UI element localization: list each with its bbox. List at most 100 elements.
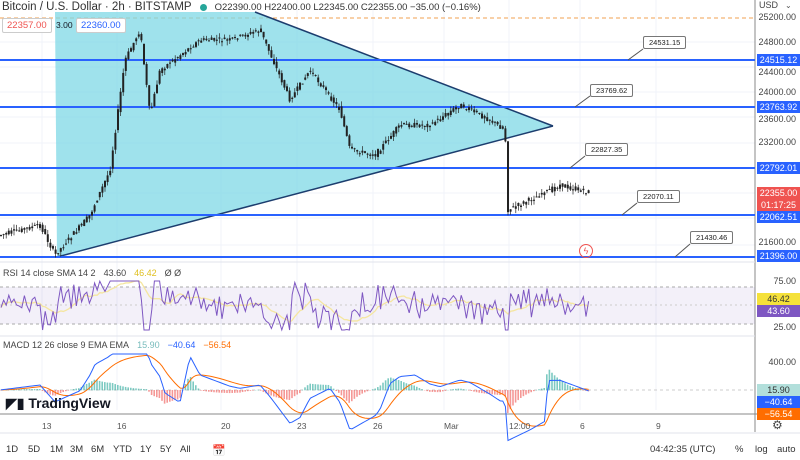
candle-body xyxy=(101,186,104,193)
candle-body xyxy=(104,180,106,188)
candle-body xyxy=(335,102,338,105)
macd-histogram-bar xyxy=(520,390,522,398)
rsi-label[interactable]: RSI 14 close SMA 14 2 xyxy=(3,268,96,278)
price-callout[interactable]: 21430.46 xyxy=(690,231,734,244)
candle-body xyxy=(387,140,390,142)
range-3m[interactable]: 3M xyxy=(70,444,84,455)
range-ytd[interactable]: YTD xyxy=(113,444,132,455)
symbol-title[interactable]: Bitcoin / U.S. Dollar · 2h · BITSTAMP xyxy=(2,1,192,13)
macd-histogram-bar xyxy=(96,380,98,391)
candle-body xyxy=(93,205,96,212)
macd-histogram-bar xyxy=(109,382,111,391)
macd-histogram-bar xyxy=(161,390,163,401)
lightning-event-icon[interactable]: ϟ xyxy=(579,244,593,258)
candle-body xyxy=(322,85,325,87)
time-tick: 13 xyxy=(42,421,52,431)
macd-histogram-bar xyxy=(85,383,88,391)
macd-histogram-bar xyxy=(358,390,361,396)
range-1d[interactable]: 1D xyxy=(6,444,19,455)
spread: 3.00 xyxy=(56,20,73,30)
candle-body xyxy=(148,85,151,106)
candle-body xyxy=(499,125,502,129)
candle-body xyxy=(462,104,465,108)
sell-button[interactable]: 22357.00 xyxy=(2,18,52,33)
macd-histogram-bar xyxy=(434,390,436,393)
macd-histogram-bar xyxy=(33,389,36,391)
candle-body xyxy=(13,229,15,231)
chevron-down-icon[interactable]: ⌄ xyxy=(785,1,792,10)
macd-histogram-bar xyxy=(475,390,478,393)
candle-body xyxy=(195,42,197,47)
price-callout[interactable]: 23769.62 xyxy=(590,84,634,97)
macd-histogram-bar xyxy=(15,389,18,391)
candle-body xyxy=(351,146,353,149)
candle-body xyxy=(343,116,346,127)
macd-histogram-bar xyxy=(377,387,379,391)
goto-date-icon[interactable]: 📅 xyxy=(212,445,226,457)
candle-body xyxy=(293,92,296,98)
macd-histogram-bar xyxy=(228,390,231,394)
range-6m[interactable]: 6M xyxy=(91,444,105,455)
candle-body xyxy=(49,242,52,248)
macd-label[interactable]: MACD 12 26 close 9 EMA EMA xyxy=(3,340,130,350)
candle-body xyxy=(236,38,239,40)
candle-body xyxy=(31,226,34,229)
macd-histogram-bar xyxy=(78,388,80,391)
price-tick: 25200.00 xyxy=(758,12,796,22)
range-all[interactable]: All xyxy=(180,444,191,455)
candle-body xyxy=(319,83,322,87)
price-callout[interactable]: 24531.15 xyxy=(643,36,687,49)
range-5y[interactable]: 5Y xyxy=(160,444,172,455)
candle-body xyxy=(270,50,273,58)
macd-histogram-bar xyxy=(566,384,569,391)
candle-body xyxy=(15,229,18,231)
range-1y[interactable]: 1Y xyxy=(140,444,152,455)
candle-body xyxy=(366,153,369,155)
settings-gear-icon[interactable]: ⚙ xyxy=(772,418,783,432)
price-callout[interactable]: 22827.35 xyxy=(585,143,629,156)
candle-body xyxy=(449,110,452,115)
candle-body xyxy=(169,62,171,64)
candle-body xyxy=(548,189,551,191)
candle-body xyxy=(288,90,291,102)
rsi-tag: 43.60 xyxy=(757,305,800,317)
price-callout[interactable]: 22070.11 xyxy=(637,190,680,203)
clock[interactable]: 04:42:35 (UTC) xyxy=(650,444,716,455)
macd-histogram-bar xyxy=(517,390,519,401)
candle-body xyxy=(202,38,205,40)
macd-histogram-bar xyxy=(174,390,176,401)
macd-histogram-bar xyxy=(483,390,486,394)
macd-histogram-bar xyxy=(348,390,350,403)
macd-histogram-bar xyxy=(322,384,324,391)
candle-body xyxy=(348,135,351,146)
log-toggle[interactable]: log xyxy=(755,444,768,455)
candle-body xyxy=(163,68,166,71)
macd-histogram-bar xyxy=(397,379,400,391)
candle-body xyxy=(192,46,195,48)
candle-body xyxy=(517,202,520,206)
auto-toggle[interactable]: auto xyxy=(777,444,796,455)
rsi-sma-line xyxy=(0,280,589,324)
macd-histogram-bar xyxy=(314,384,317,391)
range-1m[interactable]: 1M xyxy=(50,444,64,455)
range-5d[interactable]: 5D xyxy=(28,444,41,455)
percent-toggle[interactable]: % xyxy=(735,444,744,455)
currency-selector[interactable]: USD xyxy=(758,0,778,10)
macd-histogram-bar xyxy=(325,384,327,391)
candle-body xyxy=(475,110,478,113)
candle-body xyxy=(46,234,49,242)
macd-hist-tag: 15.90 xyxy=(757,384,800,396)
level-tag: 22792.01 xyxy=(757,162,800,174)
candle-body xyxy=(241,34,244,36)
callout-leader xyxy=(569,155,586,169)
macd-histogram-bar xyxy=(293,390,296,397)
macd-histogram-bar xyxy=(416,386,418,391)
candle-body xyxy=(403,123,405,125)
time-tick: 12:00 xyxy=(509,421,531,431)
candle-body xyxy=(7,230,10,235)
buy-button[interactable]: 22360.00 xyxy=(76,18,126,33)
macd-histogram-bar xyxy=(179,390,181,398)
tradingview-logo[interactable]: ◤▮ TradingView xyxy=(6,395,111,412)
macd-histogram-bar xyxy=(371,389,374,391)
